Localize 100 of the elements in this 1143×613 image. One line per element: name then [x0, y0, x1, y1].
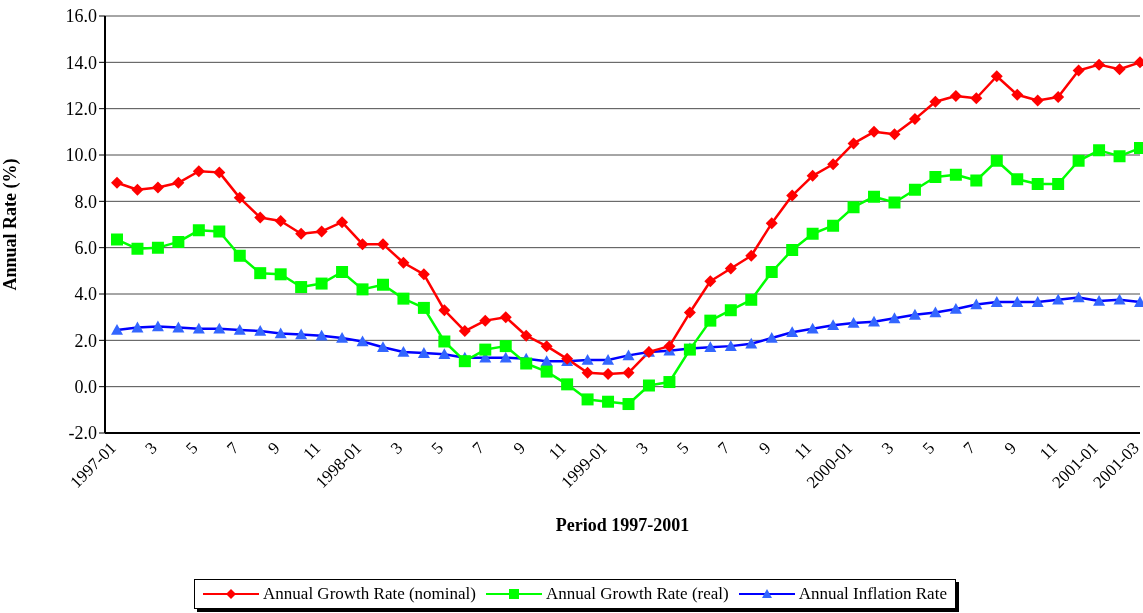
point — [806, 169, 819, 182]
point — [1011, 173, 1024, 186]
point — [704, 314, 717, 327]
x-tick-label: 3 — [877, 438, 898, 458]
point — [602, 395, 615, 408]
point — [356, 238, 369, 251]
point — [336, 216, 349, 229]
point — [151, 241, 164, 254]
x-tick-label: 5 — [182, 438, 202, 458]
point — [131, 242, 144, 255]
point — [356, 283, 369, 296]
point — [111, 233, 123, 246]
point — [786, 243, 799, 256]
legend-label: Annual Growth Rate (real) — [546, 584, 729, 604]
point — [315, 277, 328, 290]
point — [172, 176, 185, 189]
point — [908, 113, 921, 126]
y-tick-label: 10.0 — [65, 145, 97, 166]
point — [806, 227, 819, 240]
legend-label: Annual Growth Rate (nominal) — [263, 584, 476, 604]
point — [888, 196, 901, 209]
point — [602, 367, 615, 380]
x-tick-label: 5 — [427, 438, 448, 458]
point — [663, 340, 676, 353]
point — [479, 314, 492, 327]
point — [458, 325, 471, 338]
point — [295, 281, 308, 294]
point — [192, 224, 205, 237]
point — [438, 335, 451, 348]
point — [888, 128, 901, 141]
point — [765, 217, 778, 230]
point — [254, 267, 267, 280]
y-tick-label: 14.0 — [65, 52, 97, 73]
point — [970, 92, 983, 105]
point — [172, 235, 185, 248]
y-tick-label: 2.0 — [74, 330, 97, 351]
point — [847, 137, 860, 150]
point — [724, 304, 737, 317]
point — [745, 293, 758, 306]
x-tick-label: 9 — [509, 438, 530, 458]
x-axis-title: Period 1997-2001 — [555, 515, 690, 535]
x-tick-label: 9 — [755, 438, 775, 458]
point — [847, 201, 860, 214]
y-tick-label: 8.0 — [74, 191, 97, 212]
point — [131, 183, 144, 196]
point — [295, 227, 308, 240]
point — [520, 357, 533, 370]
point — [233, 191, 246, 204]
y-axis-title: Annual Rate (%) — [0, 158, 22, 291]
point — [417, 268, 430, 281]
point — [254, 211, 267, 224]
point — [479, 343, 492, 356]
point — [1113, 63, 1126, 76]
point — [745, 249, 758, 262]
point — [438, 304, 451, 317]
point — [151, 181, 164, 194]
y-tick-label: 12.0 — [65, 99, 97, 120]
x-tick-label: 9 — [264, 438, 284, 458]
point — [949, 89, 962, 102]
point — [1093, 58, 1106, 71]
point — [765, 265, 778, 278]
point — [315, 225, 328, 238]
point — [581, 366, 594, 379]
point — [786, 189, 799, 202]
point — [868, 190, 881, 203]
point — [111, 176, 123, 189]
point — [417, 301, 430, 314]
point — [1072, 64, 1085, 77]
point — [929, 171, 942, 184]
point — [1011, 88, 1024, 101]
point — [274, 268, 287, 281]
point — [683, 306, 696, 319]
point — [827, 158, 840, 171]
point — [1052, 91, 1065, 104]
y-tick-label: 0.0 — [74, 377, 97, 398]
point — [949, 168, 962, 181]
x-tick-label: 5 — [918, 438, 939, 458]
point — [274, 215, 287, 228]
point — [868, 125, 881, 138]
point — [642, 379, 655, 392]
point — [213, 225, 226, 238]
x-tick-label: 5 — [673, 438, 693, 458]
x-tick-label: 3 — [386, 438, 407, 458]
point — [1031, 94, 1044, 107]
point — [704, 275, 717, 288]
y-tick-label: 16.0 — [65, 6, 97, 27]
x-tick-label: 7 — [959, 438, 980, 458]
point — [397, 256, 410, 269]
y-tick-label: 4.0 — [74, 284, 97, 305]
point — [233, 249, 246, 262]
point — [1052, 177, 1065, 190]
point — [540, 365, 553, 378]
point — [990, 154, 1003, 167]
point — [908, 183, 921, 196]
point — [929, 95, 942, 108]
y-tick-label: -2.0 — [68, 423, 97, 444]
point — [581, 393, 594, 406]
point — [1093, 144, 1106, 157]
x-tick-label: 7 — [714, 438, 734, 458]
point — [1113, 150, 1126, 163]
